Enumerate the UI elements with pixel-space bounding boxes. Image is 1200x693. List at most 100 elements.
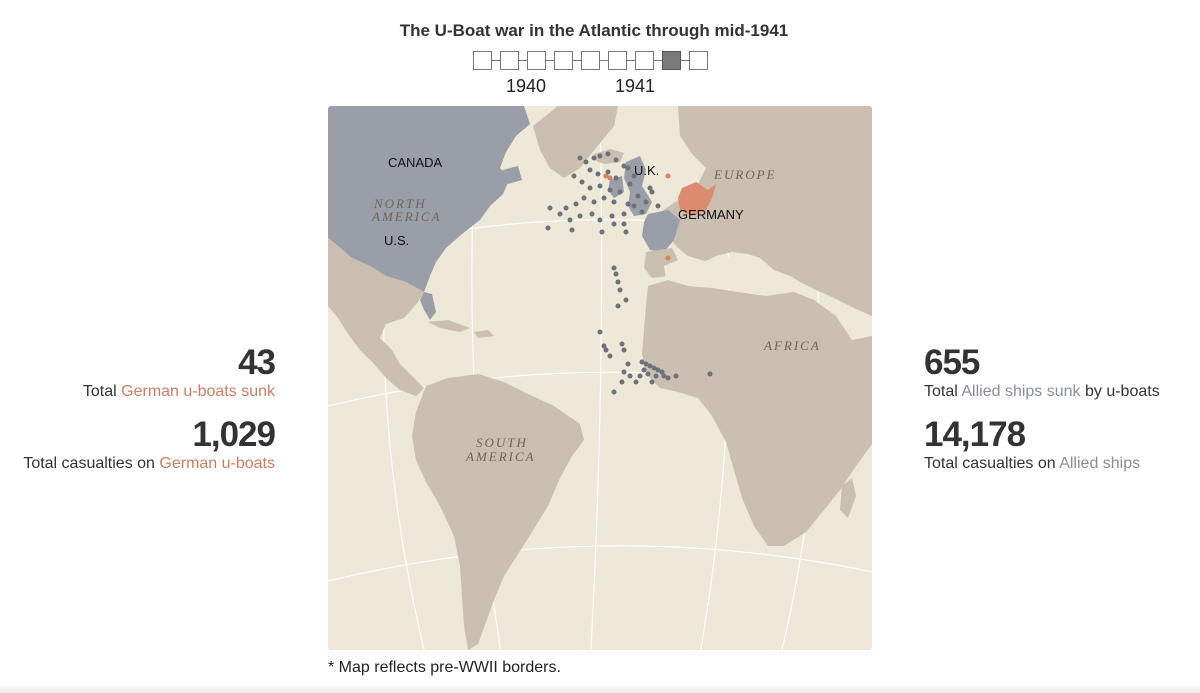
- allied-ship-sunk-dot: [655, 203, 661, 209]
- allied-ship-sunk-dot: [625, 361, 631, 367]
- florida: [420, 292, 436, 320]
- step-connector: [546, 60, 554, 61]
- france: [642, 210, 680, 252]
- timeline-step-7[interactable]: [635, 51, 654, 70]
- allied-ship-sunk-dot: [707, 371, 713, 377]
- timeline-step-9[interactable]: [689, 51, 708, 70]
- allied-ship-sunk-dot: [613, 175, 619, 181]
- allied-ship-sunk-dot: [595, 171, 601, 177]
- allied-ship-sunk-dot: [563, 205, 569, 211]
- timeline-step-2[interactable]: [500, 51, 519, 70]
- allied-ship-sunk-dot: [623, 229, 629, 235]
- allied-sunk-value: 655: [924, 343, 980, 382]
- german-casualties-label: Total casualties on German u-boats: [23, 455, 275, 472]
- allied-ship-sunk-dot: [569, 227, 575, 233]
- allied-ship-sunk-dot: [653, 373, 659, 379]
- allied-ship-sunk-dot: [581, 195, 587, 201]
- allied-ship-sunk-dot: [619, 379, 625, 385]
- allied-ship-sunk-dot: [545, 225, 551, 231]
- timeline-step-3[interactable]: [527, 51, 546, 70]
- label-us: U.S.: [384, 233, 409, 248]
- south-america: [412, 374, 584, 650]
- label-uk: U.K.: [634, 163, 659, 178]
- allied-ship-sunk-dot: [601, 195, 607, 201]
- allied-ship-sunk-dot: [571, 173, 577, 179]
- allied-ship-sunk-dot: [637, 373, 643, 379]
- allied-ship-sunk-dot: [635, 193, 641, 199]
- allied-ship-sunk-dot: [645, 371, 651, 377]
- allied-ship-sunk-dot: [633, 379, 639, 385]
- timeline-step-5[interactable]: [581, 51, 600, 70]
- allied-ship-sunk-dot: [621, 163, 627, 169]
- timeline-step-4[interactable]: [554, 51, 573, 70]
- step-connector: [492, 60, 500, 61]
- allied-ship-sunk-dot: [647, 185, 653, 191]
- label-germany: GERMANY: [678, 207, 744, 222]
- allied-ship-sunk-dot: [665, 375, 671, 381]
- allied-ship-sunk-dot: [615, 279, 621, 285]
- allied-ship-sunk-dot: [651, 365, 657, 371]
- allied-ship-sunk-dot: [573, 201, 579, 207]
- allied-ship-sunk-dot: [577, 213, 583, 219]
- allied-ship-sunk-dot: [639, 359, 645, 365]
- allied-ship-sunk-dot: [603, 347, 609, 353]
- timeline-step-6[interactable]: [608, 51, 627, 70]
- chart-title: The U-Boat war in the Atlantic through m…: [399, 21, 789, 40]
- allied-ship-sunk-dot: [589, 211, 595, 217]
- allied-ship-sunk-dot: [591, 155, 597, 161]
- allied-ship-sunk-dot: [631, 173, 637, 179]
- label-europe: EUROPE: [713, 167, 777, 182]
- step-connector: [681, 60, 689, 61]
- madagascar: [840, 478, 856, 518]
- allied-ship-sunk-dot: [621, 369, 627, 375]
- label-north-america-1: NORTH: [373, 196, 427, 211]
- allied-ship-sunk-dot: [579, 179, 585, 185]
- allied-ship-sunk-dot: [617, 287, 623, 293]
- timeline-step-8[interactable]: [662, 51, 681, 70]
- allied-ship-sunk-dot: [655, 367, 661, 373]
- timeline-step-1[interactable]: [473, 51, 492, 70]
- allied-ship-sunk-dot: [583, 159, 589, 165]
- greenland: [533, 106, 618, 178]
- atlantic-map: CANADA NORTH AMERICA U.S. U.K. EUROPE GE…: [328, 106, 872, 650]
- allied-ship-sunk-dot: [619, 341, 625, 347]
- sinking-dots: [545, 151, 713, 395]
- newfoundland: [503, 166, 522, 184]
- label-north-america-2: AMERICA: [371, 209, 442, 224]
- allied-ship-sunk-dot: [611, 221, 617, 227]
- allied-ship-sunk-dot: [643, 199, 649, 205]
- allied-ship-sunk-dot: [625, 201, 631, 207]
- allied-ship-sunk-dot: [627, 181, 633, 187]
- german-uboat-sunk-dot: [665, 255, 671, 261]
- allied-ship-sunk-dot: [627, 373, 633, 379]
- stat-allied-casualties: 14,178 Total casualties on Allied ships: [924, 416, 1140, 474]
- allied-ship-sunk-dot: [625, 165, 631, 171]
- allied-ship-sunk-dot: [605, 169, 611, 175]
- step-connector: [654, 60, 662, 61]
- allied-ship-sunk-dot: [611, 389, 617, 395]
- allied-ship-sunk-dot: [673, 373, 679, 379]
- bottom-shade: [0, 685, 1200, 693]
- german-sunk-value: 43: [238, 343, 276, 382]
- allied-ship-sunk-dot: [597, 183, 603, 189]
- allied-ship-sunk-dot: [597, 329, 603, 335]
- germany-land: [678, 182, 716, 216]
- allied-casualties-label: Total casualties on Allied ships: [924, 455, 1141, 472]
- footnote: * Map reflects pre-WWII borders.: [328, 659, 561, 676]
- stat-german-sunk: 43 Total German u-boats sunk: [82, 343, 276, 402]
- allied-ship-sunk-dot: [621, 347, 627, 353]
- timeline-stepper: [473, 51, 708, 70]
- allied-ship-sunk-dot: [567, 217, 573, 223]
- europe: [658, 106, 872, 316]
- step-connector: [519, 60, 527, 61]
- label-south-america-1: SOUTH: [476, 435, 528, 450]
- label-south-america-2: AMERICA: [465, 449, 536, 464]
- allied-ship-sunk-dot: [601, 343, 607, 349]
- year-label-1941: 1941: [615, 76, 656, 96]
- step-connector: [600, 60, 608, 61]
- allied-ship-sunk-dot: [617, 189, 623, 195]
- allied-sunk-label: Total Allied ships sunk by u-boats: [924, 383, 1160, 400]
- german-sunk-label: Total German u-boats sunk: [82, 383, 275, 400]
- allied-ship-sunk-dot: [613, 157, 619, 163]
- africa: [642, 280, 872, 546]
